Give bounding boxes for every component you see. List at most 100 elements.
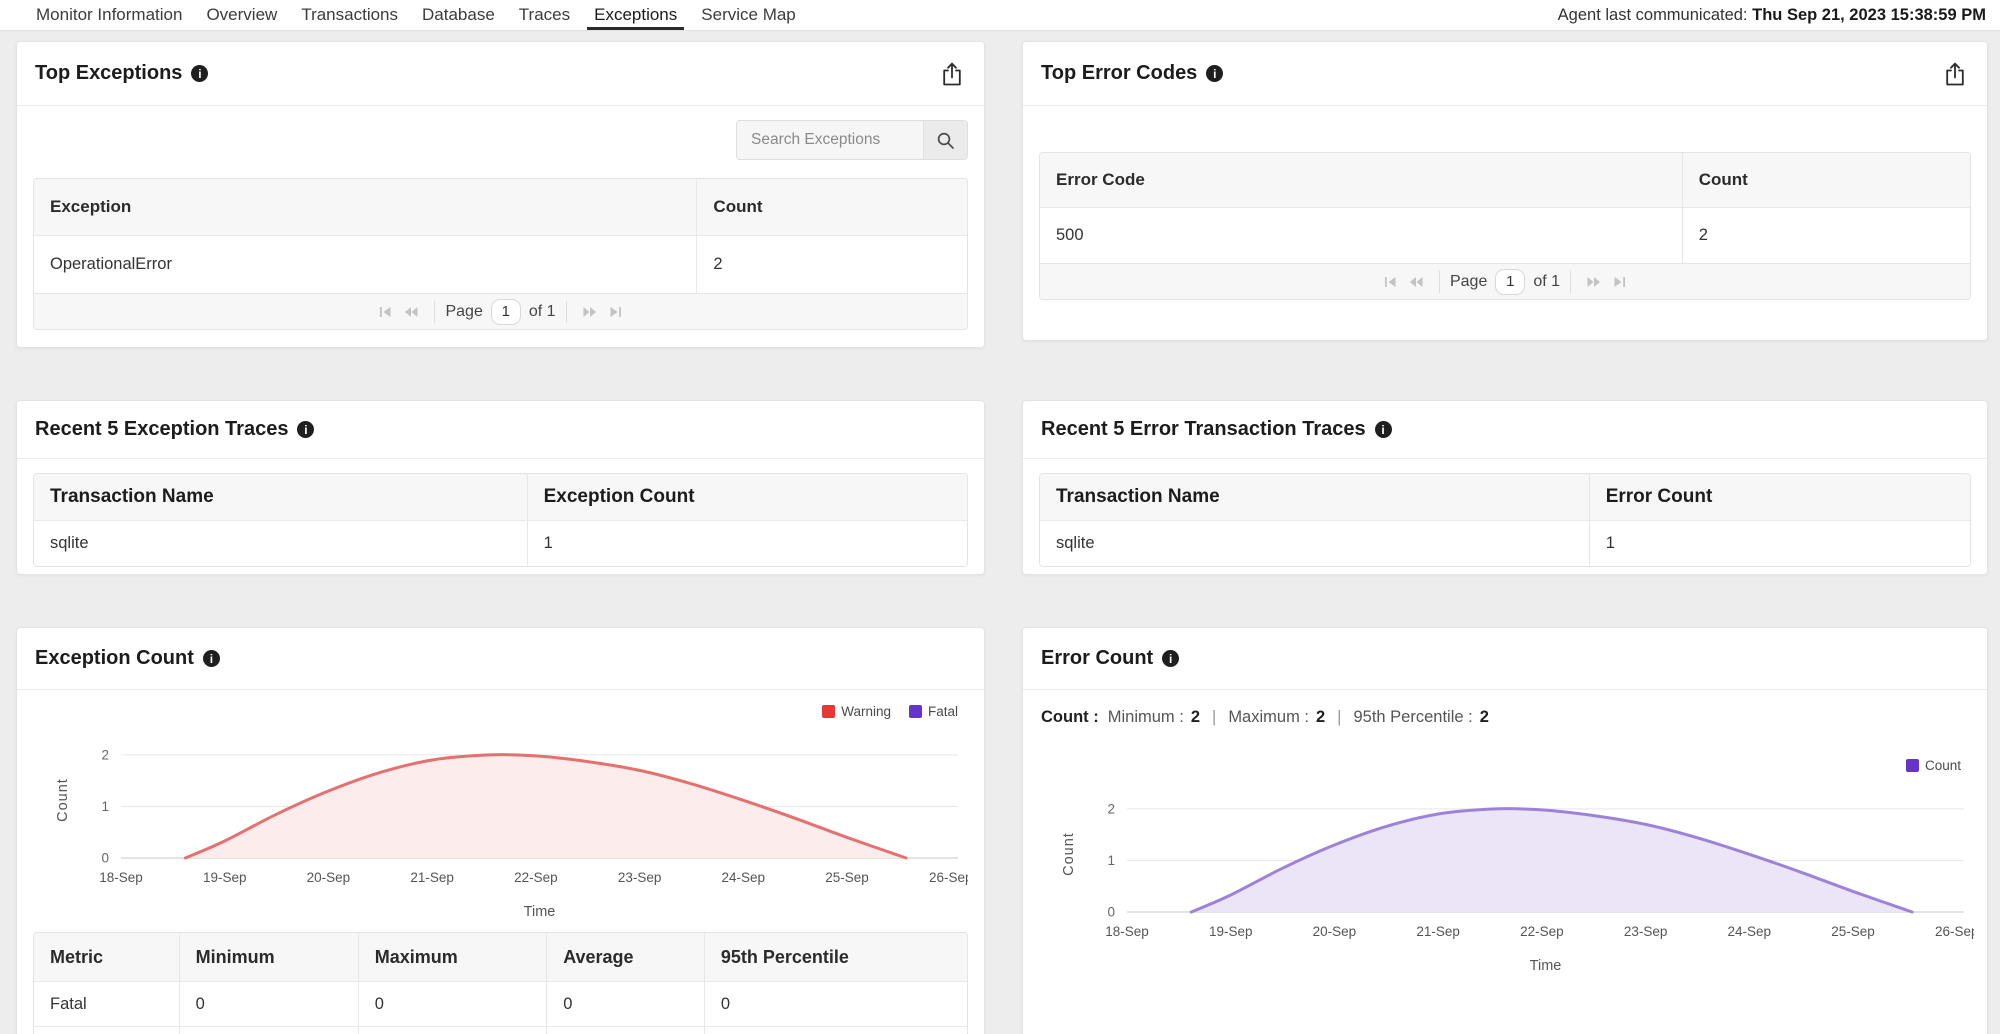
page-label: Page — [1449, 272, 1488, 290]
metric-95th: 0 — [703, 982, 967, 1026]
table-header-row: Exception Count — [34, 179, 967, 235]
next-page-button[interactable] — [577, 304, 603, 320]
legend-item-count[interactable]: Count — [1905, 758, 1961, 773]
previous-page-button[interactable] — [1403, 274, 1429, 290]
svg-text:25-Sep: 25-Sep — [825, 870, 869, 885]
previous-page-icon — [1409, 276, 1423, 287]
column-header: Transaction Name — [50, 486, 214, 507]
legend-item-fatal[interactable]: Fatal — [908, 703, 958, 719]
page-of-label: of 1 — [1533, 272, 1561, 290]
last-page-button[interactable] — [603, 304, 627, 320]
top-nav: Monitor Information Overview Transaction… — [0, 0, 2000, 31]
legend-swatch — [1905, 758, 1919, 772]
first-page-button[interactable] — [1379, 274, 1403, 290]
table-row[interactable]: OperationalError 2 — [34, 235, 967, 293]
agent-timestamp: Thu Sep 21, 2023 15:38:59 PM — [1752, 5, 1986, 24]
top-error-codes-table: Error Code Count 500 2 Page of 1 — [1039, 152, 1971, 300]
table-row — [34, 1026, 967, 1034]
svg-text:Time: Time — [1530, 958, 1562, 974]
search-input[interactable] — [737, 121, 923, 159]
divider — [434, 300, 436, 323]
top-exceptions-card: Top Exceptions i — [16, 41, 985, 348]
table-row[interactable]: sqlite 1 — [1040, 520, 1970, 566]
tab-traces[interactable]: Traces — [518, 5, 571, 24]
page-of-label: of 1 — [528, 302, 556, 320]
tab-overview[interactable]: Overview — [206, 5, 278, 24]
next-page-button[interactable] — [1581, 274, 1607, 290]
svg-text:19-Sep: 19-Sep — [203, 870, 247, 885]
svg-text:20-Sep: 20-Sep — [1313, 924, 1357, 939]
info-icon[interactable]: i — [202, 650, 220, 667]
table-header-row: Error Code Count — [1040, 153, 1970, 207]
tab-exceptions[interactable]: Exceptions — [582, 0, 689, 30]
legend-item-warning[interactable]: Warning — [822, 704, 891, 719]
last-page-button[interactable] — [1607, 274, 1631, 290]
tab-database[interactable]: Database — [422, 5, 495, 24]
export-button[interactable] — [938, 59, 966, 89]
info-icon[interactable]: i — [297, 421, 315, 438]
first-page-icon — [1384, 276, 1396, 287]
summary-value: 2 — [1479, 707, 1489, 726]
agent-last-communicated: Agent last communicated: Thu Sep 21, 202… — [1558, 6, 1986, 25]
export-button[interactable] — [1941, 59, 1969, 89]
table-row[interactable]: 500 2 — [1040, 207, 1970, 263]
summary-value: 2 — [1315, 707, 1326, 726]
search-exceptions-box — [736, 120, 968, 160]
svg-text:20-Sep: 20-Sep — [307, 870, 351, 885]
divider — [1438, 270, 1440, 293]
svg-text:23-Sep: 23-Sep — [618, 870, 662, 885]
svg-text:26-Sep: 26-Sep — [1935, 924, 1974, 939]
info-icon[interactable]: i — [1206, 65, 1224, 82]
svg-text:Count: Count — [1061, 832, 1077, 876]
first-page-button[interactable] — [374, 304, 398, 320]
metric-name: Fatal — [50, 994, 87, 1013]
legend-swatch — [908, 704, 922, 718]
svg-text:21-Sep: 21-Sep — [1416, 924, 1460, 939]
svg-text:Time: Time — [524, 904, 556, 920]
summary-prefix: Count : — [1041, 707, 1099, 726]
svg-text:2: 2 — [101, 747, 109, 762]
exception-count: 1 — [526, 521, 967, 566]
svg-text:24-Sep: 24-Sep — [722, 870, 766, 885]
page-number-input[interactable] — [1495, 268, 1526, 295]
tab-service-map[interactable]: Service Map — [701, 5, 796, 24]
table-header-row: Transaction Name Exception Count — [34, 474, 967, 520]
svg-text:18-Sep: 18-Sep — [99, 870, 143, 885]
tab-monitor-information[interactable]: Monitor Information — [36, 5, 183, 24]
tab-transactions[interactable]: Transactions — [301, 5, 398, 24]
column-header: Transaction Name — [1056, 486, 1220, 507]
error-count-summary: Count : Minimum : 2 | Maximum : 2 | 95th… — [1023, 690, 1987, 728]
divider — [565, 300, 567, 323]
search-button[interactable] — [923, 121, 967, 159]
exception-count-card: Exception Count i Warning Fatal 0 1 2 18-Sep… — [16, 627, 985, 1034]
info-icon[interactable]: i — [191, 65, 209, 82]
card-title: Recent 5 Exception Traces — [35, 418, 289, 440]
column-header: 95th Percentile — [703, 933, 967, 981]
column-header: Count — [696, 179, 967, 235]
metric-maximum: 0 — [357, 982, 546, 1026]
info-icon[interactable]: i — [1374, 421, 1392, 438]
previous-page-button[interactable] — [398, 304, 424, 320]
top-exceptions-table: Exception Count OperationalError 2 Page … — [33, 178, 968, 330]
transaction-name: sqlite — [50, 534, 89, 552]
card-title: Top Exceptions — [35, 62, 183, 84]
page-label: Page — [445, 302, 483, 320]
table-header-row: Metric Minimum Maximum Average 95th Perc… — [34, 933, 967, 981]
next-page-icon — [583, 306, 596, 317]
summary-label: 95th Percentile : — [1353, 707, 1473, 726]
page-number-input[interactable] — [490, 298, 521, 325]
error-count-chart[interactable]: 0 1 2 18-Sep 19-Sep 20-Sep 21-Sep 22-Sep 23-Sep 2… — [1039, 780, 1974, 978]
recent-exception-traces-card: Recent 5 Exception Traces i Transaction … — [16, 400, 985, 575]
exception-count-chart[interactable]: 0 1 2 18-Sep 19-Sep 20-Sep 21-Sep 22-Sep 23-Sep 2… — [33, 726, 968, 924]
summary-label: Minimum : — [1107, 707, 1184, 726]
chart-legend: Count — [1023, 754, 1987, 776]
column-header: Minimum — [178, 933, 358, 981]
info-icon[interactable]: i — [1162, 650, 1180, 667]
svg-text:1: 1 — [1107, 853, 1115, 868]
table-row[interactable]: sqlite 1 — [34, 520, 967, 566]
svg-text:22-Sep: 22-Sep — [514, 870, 558, 885]
pagination: Page of 1 — [34, 293, 967, 329]
error-count-card: Error Count i Count : Minimum : 2 | Maxi… — [1022, 627, 1988, 1034]
legend-label: Fatal — [927, 703, 958, 719]
metric-average: 0 — [546, 982, 704, 1026]
